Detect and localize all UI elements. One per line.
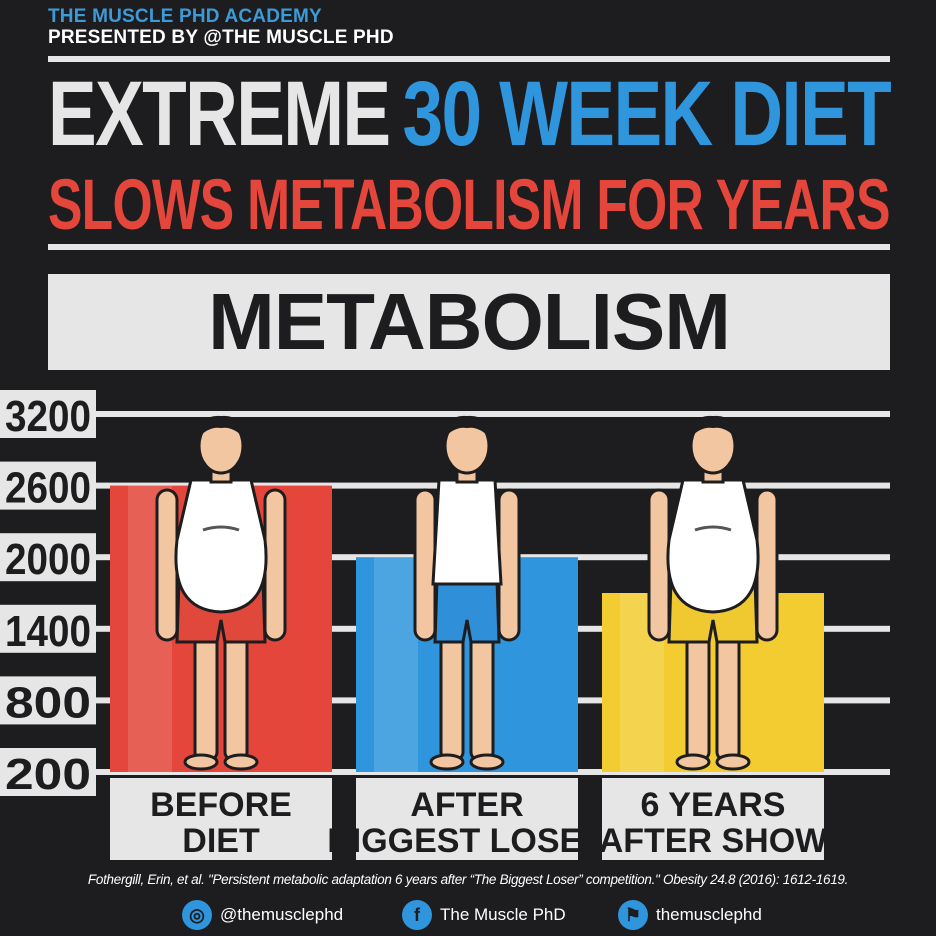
y-tick-label: 1400: [5, 607, 91, 656]
divider-top: [48, 56, 890, 62]
headline-main: EXTREME 30 WEEK DIET: [48, 63, 892, 165]
social-links: ◎ @themusclephd f The Muscle PhD ⚑ themu…: [0, 895, 936, 936]
snapchat-icon: ⚑: [618, 900, 648, 930]
gridline: [96, 411, 890, 417]
bar-highlight: [374, 557, 418, 772]
social-instagram[interactable]: ◎ @themusclephd: [182, 899, 343, 931]
y-tick-label: 2000: [5, 535, 91, 584]
y-tick-label: 3200: [5, 392, 91, 441]
category-label: BEFORE DIET: [150, 786, 292, 860]
academy-title: THE MUSCLE PHD ACADEMY: [48, 6, 322, 27]
category-box: [602, 778, 824, 860]
category-box: [110, 778, 332, 860]
y-tick-box: [0, 533, 96, 582]
facebook-icon: f: [402, 900, 432, 930]
y-tick-label: 200: [5, 750, 91, 799]
y-tick-box: [0, 461, 96, 510]
person-figure: [647, 415, 779, 771]
citation: Fothergill, Erin, et al. "Persistent met…: [87, 872, 849, 887]
y-tick-box: [0, 390, 96, 438]
headline-sub: SLOWS METABOLISM FOR YEARS: [48, 166, 890, 245]
social-snapchat-label: themusclephd: [656, 905, 762, 924]
metabolism-chart: 200 800 1400 2000 2600 3200 BEFORE DIET AFTER BIG…: [0, 390, 890, 860]
y-tick-box: [0, 604, 96, 653]
y-tick-box: [0, 748, 96, 796]
category-label: AFTER BIGGEST LOSER: [327, 786, 607, 860]
social-snapchat[interactable]: ⚑ themusclephd: [618, 899, 762, 931]
category-label: 6 YEARS AFTER SHOW: [599, 786, 828, 860]
y-tick-label: 800: [5, 678, 91, 727]
y-tick-label: 2600: [5, 464, 91, 513]
social-facebook-label: The Muscle PhD: [440, 905, 566, 924]
headline-30-week-diet: 30 WEEK DIET: [402, 63, 892, 165]
y-tick-box: [0, 676, 96, 725]
social-facebook[interactable]: f The Muscle PhD: [402, 899, 566, 931]
person-figure: [155, 415, 287, 771]
chart-title: METABOLISM: [208, 277, 731, 366]
person-figure: [413, 415, 521, 771]
instagram-icon: ◎: [182, 900, 212, 930]
category-box: [356, 778, 578, 860]
headline-extreme: EXTREME: [48, 63, 391, 165]
presented-by: PRESENTED BY @THE MUSCLE PHD: [48, 27, 394, 48]
social-instagram-label: @themusclephd: [220, 905, 344, 924]
divider-bottom: [48, 244, 890, 250]
chart-title-box: METABOLISM: [48, 274, 890, 370]
